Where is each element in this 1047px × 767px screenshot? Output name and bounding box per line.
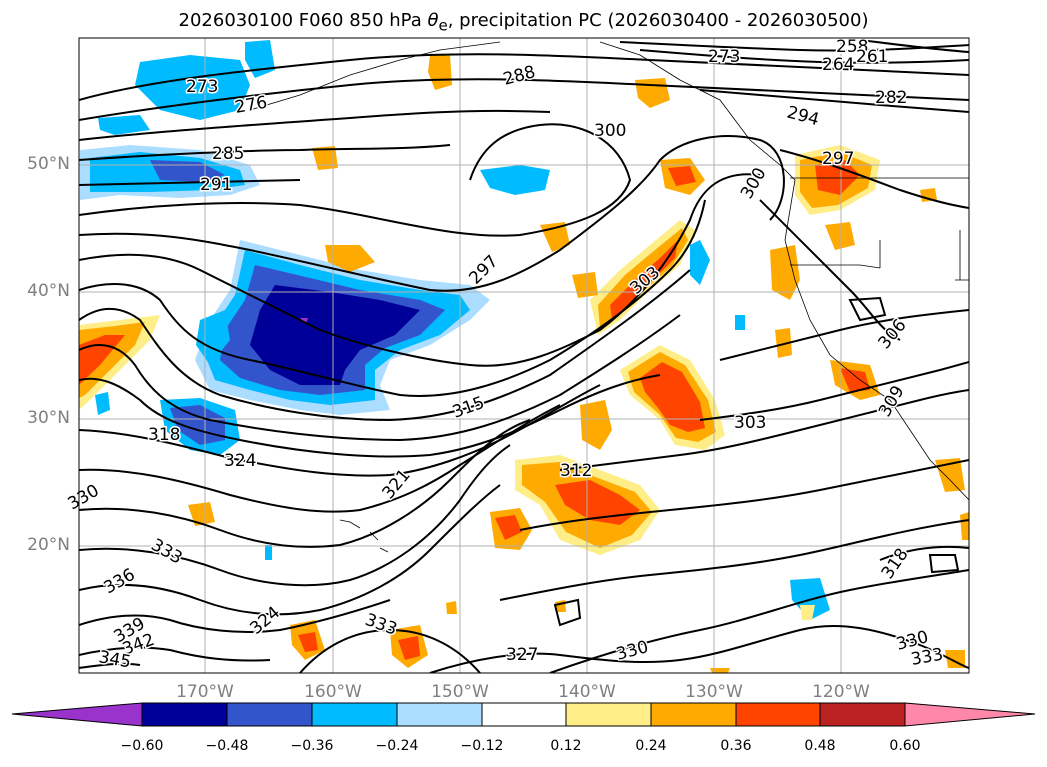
- contour-label: 273: [186, 77, 218, 97]
- colorbar-segment: [481, 702, 567, 727]
- colorbar-tick-label: 0.24: [635, 738, 667, 754]
- contour-label: 258: [836, 37, 868, 57]
- colorbar-tick-label: −0.12: [460, 738, 504, 754]
- colorbar-segment: [819, 702, 906, 727]
- gridlines: [79, 38, 969, 673]
- contour-label: 303: [734, 413, 766, 433]
- colorbar-segment: [11, 702, 143, 727]
- theta-e-contours: [79, 39, 969, 673]
- colorbar-tick-label: −0.60: [120, 738, 164, 754]
- contour-label: 273: [708, 47, 740, 67]
- colorbar-tick-label: 0.48: [804, 738, 836, 754]
- contour-label: 297: [822, 149, 854, 169]
- colorbar-segment: [650, 702, 737, 727]
- longitude-label: 170°W: [176, 682, 234, 702]
- colorbar: [11, 702, 1036, 727]
- contour-label: 312: [560, 461, 592, 481]
- colorbar-segment: [226, 702, 313, 727]
- contour-label: 300: [594, 121, 626, 141]
- latitude-label: 20°N: [27, 535, 70, 555]
- colorbar-segment: [565, 702, 652, 727]
- latitude-label: 30°N: [27, 408, 70, 428]
- contour-label: 324: [224, 451, 256, 471]
- longitude-label: 130°W: [685, 682, 743, 702]
- contour-label: 282: [875, 88, 907, 108]
- contour-label: 261: [856, 47, 888, 67]
- longitude-label: 140°W: [558, 682, 616, 702]
- colorbar-tick-label: 0.60: [889, 738, 921, 754]
- map-frame: [78, 37, 970, 674]
- contour-label: 285: [212, 144, 244, 164]
- colorbar-tick-label: −0.48: [205, 738, 249, 754]
- colorbar-segment: [396, 702, 483, 727]
- colorbar-segment: [311, 702, 398, 727]
- colorbar-tick-label: −0.36: [290, 738, 334, 754]
- latitude-label: 50°N: [27, 154, 70, 174]
- longitude-label: 160°W: [304, 682, 362, 702]
- colorbar-segment: [735, 702, 821, 727]
- colorbar-segment: [141, 702, 228, 727]
- map-title: 2026030100 F060 850 hPa θe, precipitatio…: [178, 10, 869, 35]
- contour-label: 291: [200, 175, 232, 195]
- contour-label: 264: [822, 55, 854, 75]
- longitude-label: 150°W: [431, 682, 489, 702]
- colorbar-segment: [904, 702, 1036, 727]
- contour-label: 327: [506, 645, 538, 665]
- coastlines: [249, 41, 969, 553]
- contour-label: 318: [148, 425, 180, 445]
- longitude-label: 120°W: [812, 682, 870, 702]
- colorbar-tick-label: 0.12: [550, 738, 582, 754]
- colorbar-tick-label: −0.24: [375, 738, 419, 754]
- latitude-label: 40°N: [27, 281, 70, 301]
- colorbar-tick-label: 0.36: [720, 738, 752, 754]
